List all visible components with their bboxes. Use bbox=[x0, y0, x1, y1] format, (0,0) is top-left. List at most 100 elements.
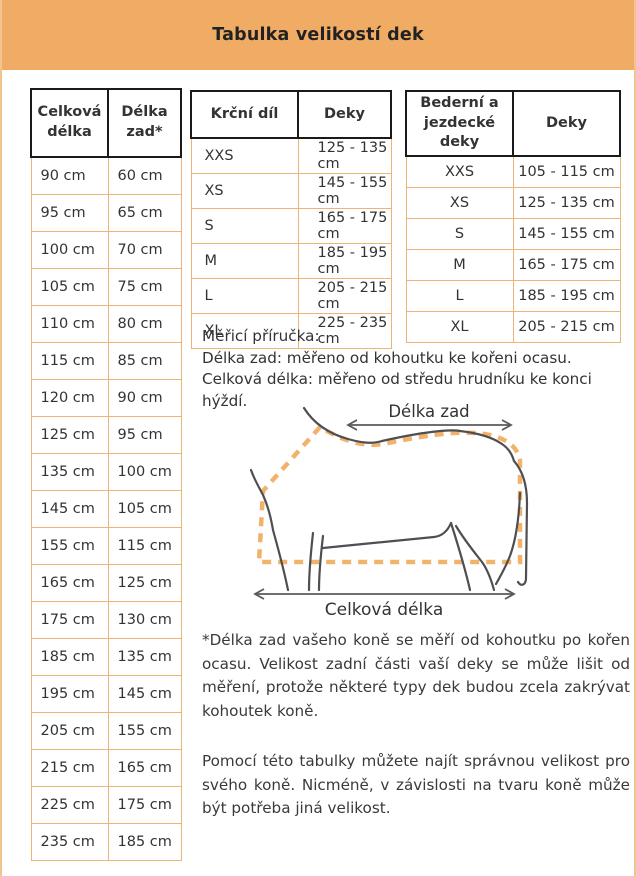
back-length-footnote: *Délka zad vašeho koně se měří od kohout… bbox=[202, 631, 630, 720]
footnotes: *Délka zad vašeho koně se měří od kohout… bbox=[202, 629, 630, 821]
table-row: 105 cm 75 cm bbox=[30, 268, 182, 306]
table-row: 205 cm 155 cm bbox=[30, 712, 182, 750]
loin-riding-blankets-table: Bederní a jezdecké deky Deky XXS 105 - 11… bbox=[405, 90, 621, 343]
table-cell: 185 cm bbox=[30, 638, 109, 676]
table-row: 225 cm 175 cm bbox=[30, 786, 182, 824]
column-header-total-length: Celková délka bbox=[30, 88, 109, 158]
table-cell: 95 cm bbox=[107, 416, 182, 454]
table-cell: 130 cm bbox=[107, 601, 182, 639]
table-cell: 185 - 195 cm bbox=[512, 279, 621, 312]
table-cell: 120 cm bbox=[30, 379, 109, 417]
column-header-blankets: Deky bbox=[297, 90, 392, 139]
length-size-table: Celková délka Délka zad* 90 cm 60 cm 95 cm… bbox=[30, 88, 182, 861]
table-row: 185 cm 135 cm bbox=[30, 638, 182, 676]
total-length-label: Celková délka bbox=[325, 600, 444, 620]
table-cell: 145 cm bbox=[107, 675, 182, 713]
table-row: 155 cm 115 cm bbox=[30, 527, 182, 565]
table-row: L 205 - 215 cm bbox=[190, 278, 392, 314]
table-row: XS 145 - 155 cm bbox=[190, 173, 392, 209]
table-cell: 100 cm bbox=[30, 231, 109, 269]
table-cell: 205 - 215 cm bbox=[297, 278, 392, 314]
table-row: L 185 - 195 cm bbox=[405, 279, 621, 312]
table-cell: 165 - 175 cm bbox=[512, 248, 621, 281]
table-row: 90 cm 60 cm bbox=[30, 156, 182, 195]
table-row: 115 cm 85 cm bbox=[30, 342, 182, 380]
table-cell: 80 cm bbox=[107, 305, 182, 343]
table-row: 235 cm 185 cm bbox=[30, 823, 182, 861]
table-cell: 155 cm bbox=[107, 712, 182, 750]
table-row: 165 cm 125 cm bbox=[30, 564, 182, 602]
column-header-blankets: Deky bbox=[512, 90, 621, 157]
table-cell: 165 - 175 cm bbox=[297, 208, 392, 244]
horse-outline bbox=[249, 406, 529, 592]
table-row: S 165 - 175 cm bbox=[190, 208, 392, 244]
table-row: M 165 - 175 cm bbox=[405, 248, 621, 281]
table-cell: M bbox=[190, 243, 299, 279]
column-header-loin-blankets: Bederní a jezdecké deky bbox=[405, 90, 514, 157]
table-cell: 100 cm bbox=[107, 453, 182, 491]
table-row: 195 cm 145 cm bbox=[30, 675, 182, 713]
table-cell: 115 cm bbox=[107, 527, 182, 565]
table-cell: XL bbox=[190, 313, 299, 349]
column-header-neck-piece: Krční díl bbox=[190, 90, 299, 139]
table-row: XXS 105 - 115 cm bbox=[405, 155, 621, 188]
guide-back-length-line: Délka zad: měřeno od kohoutku ke kořeni … bbox=[202, 348, 572, 367]
table-cell: 215 cm bbox=[30, 749, 109, 787]
table-cell: 115 cm bbox=[30, 342, 109, 380]
table-cell: 90 cm bbox=[107, 379, 182, 417]
table-cell: XS bbox=[190, 173, 299, 209]
table-cell: 85 cm bbox=[107, 342, 182, 380]
table-cell: 235 cm bbox=[30, 823, 109, 861]
table-cell: 105 cm bbox=[30, 268, 109, 306]
table-cell: 105 - 115 cm bbox=[512, 155, 621, 188]
horse-diagram-svg: Délka zad Celková délka bbox=[249, 402, 529, 620]
table-row: 135 cm 100 cm bbox=[30, 453, 182, 491]
table-row: 175 cm 130 cm bbox=[30, 601, 182, 639]
table-cell: 185 - 195 cm bbox=[297, 243, 392, 279]
table-cell: 205 cm bbox=[30, 712, 109, 750]
table-row: 110 cm 80 cm bbox=[30, 305, 182, 343]
guide-total-length-line: Celková délka: měřeno od středu hrudníku… bbox=[202, 370, 592, 410]
table-cell: 65 cm bbox=[107, 194, 182, 232]
column-header-back-length: Délka zad* bbox=[107, 88, 182, 158]
table-row: S 145 - 155 cm bbox=[405, 217, 621, 250]
table-cell: 125 cm bbox=[30, 416, 109, 454]
table-row: XS 125 - 135 cm bbox=[405, 186, 621, 219]
table-cell: 70 cm bbox=[107, 231, 182, 269]
table-cell: 145 cm bbox=[30, 490, 109, 528]
table-row: 215 cm 165 cm bbox=[30, 749, 182, 787]
table-cell: XXS bbox=[405, 155, 514, 188]
table-cell: 145 - 155 cm bbox=[512, 217, 621, 250]
table-row: 95 cm 65 cm bbox=[30, 194, 182, 232]
table-cell: 225 cm bbox=[30, 786, 109, 824]
total-length-arrow bbox=[253, 588, 516, 600]
table-row: 100 cm 70 cm bbox=[30, 231, 182, 269]
table-cell: 195 cm bbox=[30, 675, 109, 713]
table-cell: 125 - 135 cm bbox=[297, 137, 392, 174]
table-cell: 175 cm bbox=[30, 601, 109, 639]
table-cell: 90 cm bbox=[30, 156, 109, 195]
table-cell: 175 cm bbox=[107, 786, 182, 824]
page-title: Tabulka velikostí dek bbox=[212, 25, 424, 45]
table-cell: XXS bbox=[190, 137, 299, 174]
table-cell: XL bbox=[405, 310, 514, 343]
table-cell: 165 cm bbox=[30, 564, 109, 602]
table-row: XL 225 - 235 cm bbox=[190, 313, 392, 349]
table-header-row: Bederní a jezdecké deky Deky bbox=[405, 90, 621, 157]
table-cell: XS bbox=[405, 186, 514, 219]
title-banner: Tabulka velikostí dek bbox=[2, 0, 634, 70]
table-cell: L bbox=[405, 279, 514, 312]
table-row: XXS 125 - 135 cm bbox=[190, 137, 392, 174]
table-cell: S bbox=[190, 208, 299, 244]
table-cell: 125 cm bbox=[107, 564, 182, 602]
table-header-row: Krční díl Deky bbox=[190, 90, 392, 139]
table-cell: 155 cm bbox=[30, 527, 109, 565]
table-row: M 185 - 195 cm bbox=[190, 243, 392, 279]
table-cell: 75 cm bbox=[107, 268, 182, 306]
back-length-label: Délka zad bbox=[388, 402, 469, 421]
table-cell: 165 cm bbox=[107, 749, 182, 787]
table-cell: 185 cm bbox=[107, 823, 182, 861]
measuring-guide: Měřicí příručka: Délka zad: měřeno od ko… bbox=[202, 326, 632, 412]
table-cell: 110 cm bbox=[30, 305, 109, 343]
table-cell: M bbox=[405, 248, 514, 281]
